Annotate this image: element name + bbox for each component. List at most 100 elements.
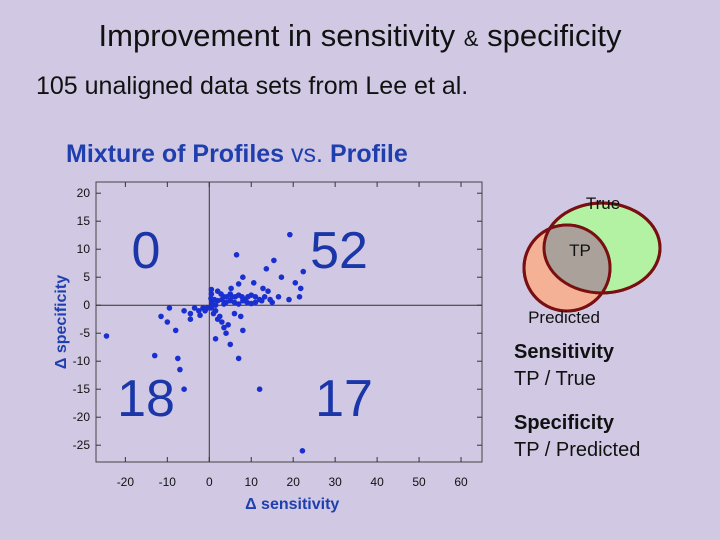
data-point: [263, 266, 270, 272]
quadrant-count-top-right: 52: [310, 222, 368, 280]
sensitivity-formula: TP / True: [514, 368, 596, 390]
data-point: [297, 285, 304, 292]
data-point: [216, 313, 223, 320]
y-tick-label: -5: [79, 326, 90, 340]
data-point: [250, 280, 257, 286]
slide-title: Improvement in sensitivity & specificity: [0, 18, 720, 54]
data-point: [208, 291, 215, 297]
specificity-definition: Specificity TP / Predicted: [514, 410, 640, 464]
quadrant-count-top-left: 0: [132, 222, 161, 280]
data-point: [197, 312, 203, 319]
data-point: [244, 299, 250, 306]
y-tick-label: -20: [73, 410, 91, 424]
data-point: [252, 294, 259, 300]
y-tick-label: 20: [77, 186, 91, 200]
data-point: [292, 280, 299, 286]
data-point: [223, 330, 229, 337]
venn-true-label: True: [586, 194, 620, 213]
x-tick-label: -20: [117, 475, 135, 489]
x-tick-label: 20: [287, 475, 301, 489]
y-tick-label: 10: [77, 242, 91, 256]
x-tick-label: 10: [245, 475, 259, 489]
y-tick-label: 15: [77, 214, 91, 228]
data-point: [227, 297, 234, 304]
specificity-label: Specificity: [514, 412, 615, 434]
y-tick-label: -15: [73, 382, 91, 396]
data-point: [172, 327, 179, 334]
data-point: [256, 386, 263, 393]
data-point: [240, 297, 246, 304]
x-tick-label: 30: [328, 475, 342, 489]
data-point: [208, 286, 215, 293]
data-point: [299, 448, 306, 454]
data-point: [187, 310, 194, 317]
data-point: [212, 308, 219, 314]
data-point: [235, 355, 242, 362]
y-tick-label: -10: [73, 354, 91, 368]
data-point: [265, 288, 271, 295]
data-point: [233, 252, 240, 258]
data-point: [103, 333, 110, 339]
data-point: [200, 305, 206, 311]
data-point: [214, 297, 221, 304]
data-point: [219, 296, 225, 303]
title-ampersand: &: [463, 26, 479, 51]
data-point: [151, 352, 158, 359]
x-tick-label: -10: [159, 475, 177, 489]
title-part2: specificity: [487, 18, 622, 53]
data-point: [187, 316, 194, 323]
y-axis-title: Δ specificity: [53, 275, 70, 369]
data-point: [212, 302, 219, 309]
data-point: [275, 294, 282, 300]
sensitivity-definition: Sensitivity TP / True: [514, 339, 614, 393]
data-point: [212, 336, 219, 342]
chart-heading-vs: vs.: [291, 140, 323, 168]
data-point: [300, 268, 307, 275]
data-point: [261, 294, 268, 300]
x-tick-label: 50: [412, 475, 426, 489]
data-point: [225, 322, 231, 328]
data-point: [240, 274, 246, 281]
chart-heading-part1: Mixture of Profiles: [66, 140, 285, 168]
slide-subtitle: 105 unaligned data sets from Lee et al.: [36, 72, 469, 100]
x-axis-title: Δ sensitivity: [245, 496, 339, 513]
data-point: [195, 308, 202, 314]
data-point: [227, 341, 234, 348]
data-point: [252, 299, 259, 306]
data-point: [166, 305, 173, 311]
specificity-formula: TP / Predicted: [514, 439, 641, 461]
data-point: [240, 327, 246, 334]
plot-frame: [95, 181, 483, 463]
y-tick-label: 0: [83, 298, 90, 312]
data-point: [221, 301, 227, 307]
data-point: [296, 294, 303, 300]
data-point: [181, 308, 187, 314]
data-point: [191, 305, 198, 311]
venn-predicted-outline: [522, 223, 612, 313]
data-point: [269, 299, 276, 306]
data-point: [177, 366, 183, 373]
x-tick-label: 0: [206, 475, 213, 489]
chart-heading-part2: Profile: [329, 140, 408, 168]
quadrant-count-bottom-right: 17: [315, 370, 373, 428]
data-point: [164, 319, 171, 325]
data-point: [231, 310, 238, 317]
data-point: [228, 285, 234, 292]
y-tick-label: -25: [73, 438, 91, 452]
data-point: [181, 386, 187, 393]
data-point: [260, 285, 266, 292]
x-tick-label: 60: [454, 475, 468, 489]
data-point: [158, 313, 164, 320]
venn-diagram: True TP Predicted: [522, 194, 662, 327]
data-point: [278, 274, 285, 281]
data-point: [231, 299, 238, 306]
venn-predicted-label: Predicted: [528, 308, 600, 327]
chart-heading: Mixture of Profiles vs. Profile: [66, 140, 408, 169]
venn-tp-label: TP: [569, 241, 591, 260]
data-point: [208, 305, 215, 311]
data-point: [258, 297, 265, 304]
y-tick-label: 5: [83, 270, 90, 284]
data-point: [286, 296, 292, 303]
